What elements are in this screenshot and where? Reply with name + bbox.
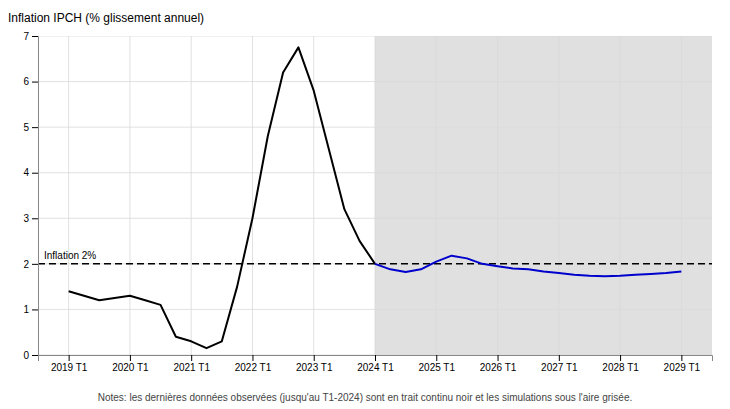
grid-line-y <box>38 172 712 173</box>
y-tick-label: 1 <box>23 304 29 315</box>
x-axis: 2019 T1 2020 T1 2021 T1 2022 T1 2023 T1 2024 … <box>39 355 713 373</box>
x-tick-mark <box>314 355 315 361</box>
grid-line-x <box>375 36 376 355</box>
y-tick: 5 <box>23 122 38 133</box>
series-line <box>69 47 375 348</box>
y-tick: 1 <box>23 304 38 315</box>
x-tick-mark <box>681 355 682 361</box>
note: Notes: les dernières données observées (… <box>98 392 632 403</box>
x-tick-label: 2022 T1 <box>235 362 272 373</box>
y-tick-label: 4 <box>23 167 29 178</box>
grid-line-x <box>497 36 498 355</box>
y-tick-mark <box>32 264 38 265</box>
grid-line-y <box>38 36 712 37</box>
plot-area: 2019 T1 2020 T1 2021 T1 2022 T1 2023 T1 2024 … <box>23 31 712 373</box>
x-axis-line <box>39 356 713 362</box>
grid-line-y <box>38 218 712 219</box>
y-tick-label: 6 <box>23 76 29 87</box>
x-tick: 2025 T1 <box>419 355 456 373</box>
y-tick-label: 2 <box>23 259 29 270</box>
grid <box>38 36 712 355</box>
x-tick-label: 2021 T1 <box>173 362 210 373</box>
grid-line-y <box>38 309 712 310</box>
x-tick: 2020 T1 <box>112 355 149 373</box>
x-tick: 2029 T1 <box>664 355 701 373</box>
marks <box>38 36 712 355</box>
x-tick: 2027 T1 <box>541 355 578 373</box>
x-tick-label: 2024 T1 <box>357 362 394 373</box>
y-tick: 4 <box>23 167 38 178</box>
x-tick: 2028 T1 <box>602 355 639 373</box>
y-tick-label: 3 <box>23 213 29 224</box>
x-tick: 2022 T1 <box>235 355 272 373</box>
x-tick-label: 2029 T1 <box>664 362 701 373</box>
y-tick-label: 7 <box>23 31 29 42</box>
y-axis-title: Inflation IPCH (% glissement annuel) <box>8 11 204 25</box>
x-tick-mark <box>252 355 253 361</box>
y-tick-mark <box>32 218 38 219</box>
x-tick-mark <box>559 355 560 361</box>
grid-line-x <box>681 36 682 355</box>
y-tick-mark <box>32 82 38 83</box>
x-tick-mark <box>130 355 131 361</box>
grid-line-x <box>68 36 69 355</box>
grid-line-x <box>129 36 130 355</box>
grid-line-x <box>558 36 559 355</box>
x-tick-label: 2026 T1 <box>480 362 517 373</box>
x-tick: 2026 T1 <box>480 355 517 373</box>
grid-line-x <box>252 36 253 355</box>
y-tick-label: 0 <box>23 350 29 361</box>
reference-line-label: Inflation 2% <box>44 250 96 261</box>
x-tick-mark <box>191 355 192 361</box>
x-tick-mark <box>498 355 499 361</box>
x-tick-label: 2027 T1 <box>541 362 578 373</box>
grid-line-x <box>620 36 621 355</box>
x-tick-label: 2019 T1 <box>51 362 88 373</box>
x-tick: 2023 T1 <box>296 355 333 373</box>
grid-line-x <box>191 36 192 355</box>
x-tick-label: 2023 T1 <box>296 362 333 373</box>
grid-line-y <box>38 355 712 356</box>
y-tick-mark <box>32 36 38 37</box>
y-tick: 2 <box>23 259 38 270</box>
x-tick-label: 2025 T1 <box>419 362 456 373</box>
y-tick: 3 <box>23 213 38 224</box>
y-tick-label: 5 <box>23 122 29 133</box>
x-tick-mark <box>69 355 70 361</box>
shaded-region <box>375 36 712 355</box>
x-tick-label: 2028 T1 <box>602 362 639 373</box>
y-tick-mark <box>32 173 38 174</box>
chart: 2019 T1 2020 T1 2021 T1 2022 T1 2023 T1 2024 … <box>0 0 730 409</box>
x-tick: 2021 T1 <box>173 355 210 373</box>
y-tick-mark <box>32 309 38 310</box>
y-tick-mark <box>32 127 38 128</box>
grid-line-y <box>38 127 712 128</box>
y-axis-line <box>32 37 39 356</box>
y-tick: 0 <box>23 350 38 361</box>
series-line <box>375 256 681 277</box>
x-tick-mark <box>436 355 437 361</box>
y-axis: 0 1 2 3 4 5 6 7 <box>23 31 38 361</box>
y-tick-mark <box>32 355 38 356</box>
grid-line-x <box>313 36 314 355</box>
x-tick-mark <box>620 355 621 361</box>
y-tick: 7 <box>23 31 38 42</box>
grid-line-x <box>436 36 437 355</box>
x-tick: 2024 T1 <box>357 355 394 373</box>
grid-line-y <box>38 81 712 82</box>
x-tick-label: 2020 T1 <box>112 362 149 373</box>
x-tick-mark <box>375 355 376 361</box>
y-tick: 6 <box>23 76 38 87</box>
x-tick: 2019 T1 <box>51 355 88 373</box>
